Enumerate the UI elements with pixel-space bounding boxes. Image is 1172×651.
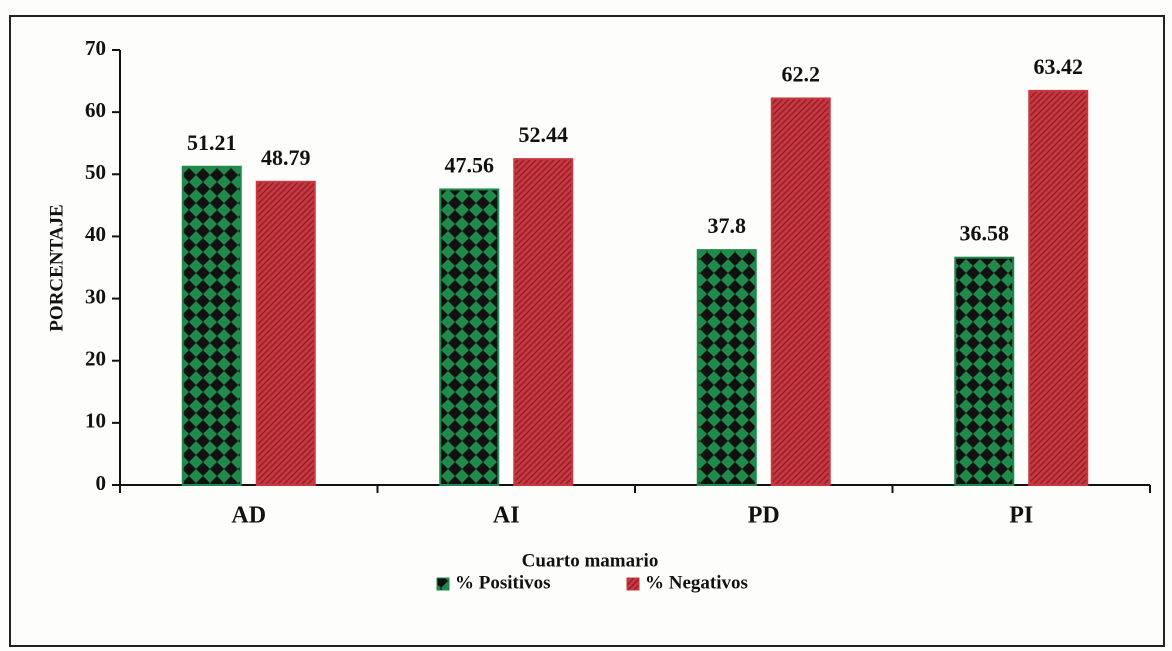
data-label: 37.8	[708, 213, 747, 238]
legend-swatch	[626, 577, 640, 591]
y-tick-label: 0	[96, 471, 107, 495]
bar	[181, 165, 242, 487]
data-label: 62.2	[782, 62, 821, 87]
data-label: 52.44	[519, 122, 569, 147]
legend-label: % Negativos	[645, 572, 748, 593]
bar	[439, 188, 500, 486]
y-tick-label: 60	[85, 98, 106, 122]
x-tick-label: AD	[231, 503, 266, 529]
y-tick-label: 50	[85, 160, 106, 184]
bar	[255, 180, 316, 486]
frame	[9, 15, 1165, 647]
data-label: 63.42	[1034, 54, 1084, 79]
x-tick-label: PI	[1009, 503, 1033, 529]
bar	[954, 256, 1015, 486]
data-label: 48.79	[261, 145, 311, 170]
data-label: 36.58	[960, 221, 1010, 246]
y-tick-label: 30	[85, 284, 106, 308]
x-tick-label: AI	[493, 503, 520, 529]
y-tick-label: 70	[85, 36, 106, 60]
x-tick-label: PD	[748, 503, 780, 529]
legend-swatch	[436, 577, 450, 591]
bar	[696, 249, 757, 486]
bar	[513, 158, 574, 486]
bar	[1028, 89, 1089, 486]
data-label: 47.56	[445, 152, 495, 177]
y-tick-label: 10	[85, 409, 106, 433]
y-tick-label: 40	[85, 222, 106, 246]
bar	[770, 97, 831, 486]
legend-label: % Positivos	[455, 572, 551, 593]
x-axis-title: Cuarto mamario	[522, 550, 659, 571]
data-label: 51.21	[187, 130, 237, 155]
y-tick-label: 20	[85, 347, 106, 371]
y-axis-title: PORCENTAJE	[46, 204, 67, 331]
